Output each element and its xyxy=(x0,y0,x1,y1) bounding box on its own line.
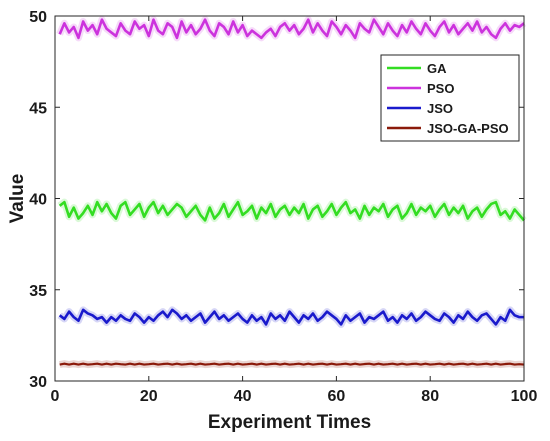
y-tick-label: 30 xyxy=(29,374,47,391)
x-tick-label: 40 xyxy=(234,388,252,405)
series-layer xyxy=(56,16,527,369)
y-tick-label: 35 xyxy=(29,283,47,300)
y-tick-label: 45 xyxy=(29,100,47,117)
x-tick-label: 80 xyxy=(421,388,439,405)
legend: GA PSO JSO JSO-GA-PSO xyxy=(380,54,520,142)
legend-label: PSO xyxy=(427,81,454,96)
series-line-1 xyxy=(58,18,525,40)
x-tick-label: 0 xyxy=(51,388,60,405)
x-tick-label: 100 xyxy=(511,388,538,405)
legend-label: GA xyxy=(427,61,447,76)
y-tick-label: 50 xyxy=(29,9,47,26)
x-axis-title: Experiment Times xyxy=(208,412,371,433)
x-axis: 0 20 40 60 80 100 xyxy=(51,16,538,405)
y-axis-title: Value xyxy=(7,174,28,224)
series-line-0 xyxy=(58,200,525,222)
legend-box xyxy=(380,54,520,142)
series-line-3 xyxy=(59,362,525,366)
legend-label: JSO-GA-PSO xyxy=(427,121,509,136)
legend-label: JSO xyxy=(427,101,453,116)
legend-items: GA PSO JSO JSO-GA-PSO xyxy=(387,61,509,136)
x-tick-label: 60 xyxy=(328,388,346,405)
y-tick-label: 40 xyxy=(29,192,47,209)
x-tick-label: 20 xyxy=(140,388,158,405)
y-axis: 30 35 40 45 50 xyxy=(29,9,524,391)
series-line-2 xyxy=(58,308,524,326)
